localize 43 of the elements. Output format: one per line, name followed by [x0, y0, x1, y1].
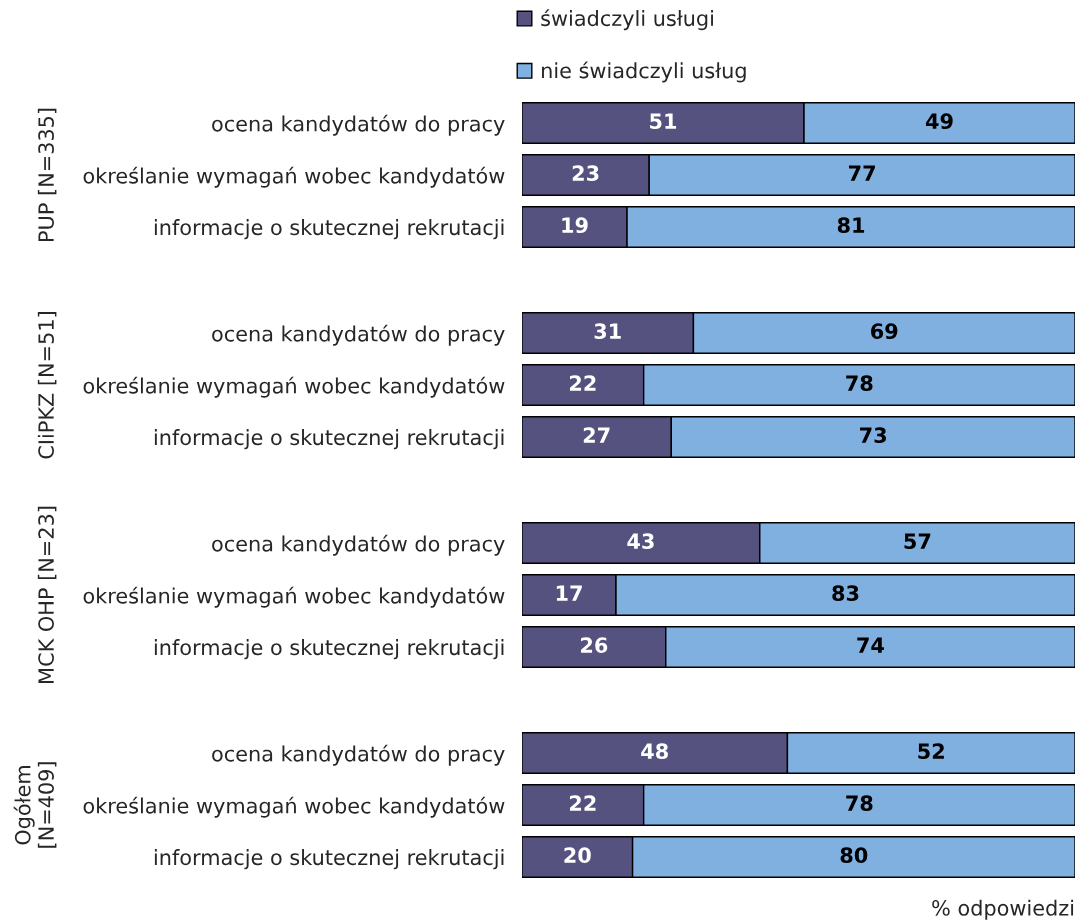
data-label: 48 [641, 743, 668, 760]
y-axis-title: PUP [N=335] [37, 108, 57, 241]
data-label: 19 [562, 217, 588, 234]
data-label: 20 [564, 847, 591, 864]
legend-label: nie świadczyli usług [542, 61, 746, 83]
data-label: 49 [925, 113, 953, 130]
y-tick-label: określanie wymagań wobec kandydatów [83, 586, 505, 608]
y-tick-label: ocena kandydatów do pracy [212, 114, 505, 136]
y-tick-label: ocena kandydatów do pracy [212, 534, 505, 556]
data-label: 51 [650, 113, 677, 130]
data-label: 27 [583, 427, 610, 443]
y-tick-label: ocena kandydatów do pracy [212, 744, 505, 766]
y-axis-title: Ogółem [N=409] [13, 762, 57, 848]
data-label: 74 [857, 637, 884, 653]
y-axis-title: CIiPKZ [N=51] [37, 312, 57, 459]
y-tick-label: określanie wymagań wobec kandydatów [83, 166, 505, 188]
data-label: 80 [840, 847, 868, 864]
data-label: 73 [860, 427, 886, 444]
x-axis-title: % odpowiedzi [932, 899, 1074, 920]
y-tick-label: informacje o skutecznej rekrutacji [154, 219, 504, 240]
y-tick-label: określanie wymagań wobec kandydatów [83, 796, 505, 818]
data-label: 23 [572, 165, 599, 182]
data-label: 52 [918, 743, 944, 760]
y-tick-label: określanie wymagań wobec kandydatów [83, 376, 505, 398]
legend-label: świadczyli usługi [541, 9, 713, 31]
data-label: 57 [904, 533, 931, 550]
data-label: 22 [569, 375, 596, 391]
data-label: 69 [871, 323, 898, 340]
data-label: 78 [846, 795, 873, 812]
data-label: 43 [627, 533, 654, 550]
y-tick-label: ocena kandydatów do pracy [212, 324, 505, 346]
y-axis-title: MCK OHP [N=23] [37, 506, 57, 683]
data-label: 17 [556, 585, 582, 601]
y-tick-label: informacje o skutecznej rekrutacji [154, 639, 504, 660]
data-label: 81 [837, 217, 865, 234]
data-label: 26 [581, 637, 608, 654]
y-tick-label: informacje o skutecznej rekrutacji [154, 429, 504, 450]
data-label: 78 [846, 375, 873, 392]
data-label: 22 [569, 795, 596, 811]
data-label: 31 [594, 323, 621, 340]
data-label: 77 [848, 165, 875, 181]
y-tick-label: informacje o skutecznej rekrutacji [154, 849, 504, 870]
data-label: 83 [832, 585, 859, 602]
